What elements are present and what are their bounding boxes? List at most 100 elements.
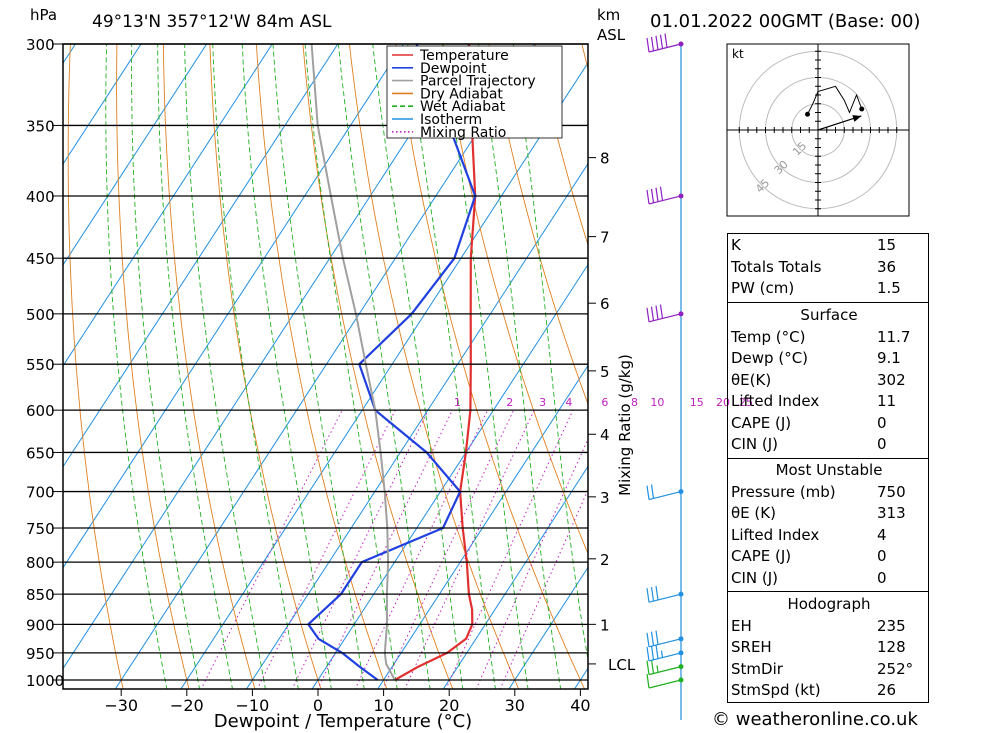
table-row: Dewp (°C) 9.1 — [731, 349, 901, 367]
index-value: 36 — [877, 257, 897, 276]
wind-barb-feather — [650, 36, 655, 51]
index-label: K — [731, 236, 741, 254]
mixing-ratio-line — [382, 409, 515, 689]
pressure-tick-label: 900 — [26, 616, 55, 634]
isotherm-line — [508, 566, 588, 689]
legend-label: Parcel Trajectory — [420, 74, 536, 90]
background-lines — [63, 44, 588, 689]
mixing-ratio-label: 8 — [631, 396, 638, 409]
dry-adiabat-line — [162, 44, 256, 689]
pressure-tick-label: 550 — [26, 356, 55, 374]
pressure-tick-label: 800 — [26, 554, 55, 572]
dry-adiabat-line — [209, 44, 322, 689]
isotherm-line — [63, 44, 142, 165]
wind-barb-feather — [659, 34, 664, 49]
wind-barb-half-feather — [656, 665, 659, 673]
dry-adiabat-line — [302, 44, 454, 689]
wind-barb-feather — [650, 645, 655, 660]
table-row: θE (K) 313 — [731, 504, 906, 522]
dry-adiabat-line — [116, 44, 190, 689]
wet-adiabat-line — [407, 44, 496, 689]
dry-adiabat-line — [488, 44, 588, 406]
wind-barb-feather — [650, 659, 655, 674]
isotherm-line — [442, 465, 588, 689]
index-value: 15 — [877, 236, 897, 254]
index-label: PW (cm) — [731, 279, 795, 297]
wet-adiabat-line — [105, 44, 168, 689]
mixing-ratio-line — [354, 409, 489, 689]
wind-barb-feather — [664, 33, 668, 48]
isotherm-line — [311, 263, 588, 689]
wet-adiabat-line — [478, 44, 562, 689]
indices-table: K 15 Totals Totals 36 PW (cm) 1.5 — [727, 235, 931, 300]
most-unstable-table: Most Unstable Pressure (mb) 750 θE (K) 313… — [727, 460, 931, 589]
wind-barb-feather — [655, 585, 659, 601]
copyright-link[interactable]: © weatheronline.co.uk — [712, 709, 918, 730]
wind-barb-feather — [655, 305, 659, 320]
km-tick-label: 1 — [600, 616, 610, 634]
table-row: CAPE (J) 0 — [731, 413, 887, 432]
storm-motion-arrowhead — [852, 115, 862, 122]
table-row: Lifted Index 4 — [731, 525, 887, 544]
wind-barb — [646, 673, 684, 689]
table-row: EH 235 — [731, 616, 906, 635]
dry-adiabat-line — [395, 44, 586, 689]
wind-barb-feather — [650, 484, 655, 499]
legend-label: Dry Adiabat — [420, 86, 503, 102]
dry-adiabat-line — [534, 44, 588, 247]
wind-barb-feather — [646, 660, 650, 675]
mixing-ratio-label: 20 — [716, 396, 730, 409]
wind-barb-staff — [648, 195, 682, 205]
wet-adiabat-line — [372, 44, 464, 689]
table-row: Lifted Index 11 — [731, 392, 897, 410]
table-row: CIN (J) 0 — [731, 568, 887, 587]
wind-barb-feather — [646, 485, 650, 500]
wet-adiabat-line — [304, 44, 398, 689]
surface-title: Surface — [800, 306, 858, 324]
km-tick-label: 8 — [600, 150, 610, 168]
wind-barb — [646, 659, 684, 676]
legend-label: Dewpoint — [420, 61, 487, 77]
x-tick-label: −20 — [170, 696, 204, 715]
mixing-ratio-label: 6 — [601, 396, 608, 409]
x-tick-label: 30 — [505, 696, 525, 715]
wind-barb-staff — [648, 652, 682, 662]
wind-barb — [646, 33, 684, 53]
table-row: CAPE (J) 0 — [731, 547, 887, 565]
wind-barb-staff — [648, 638, 682, 648]
wind-barb — [646, 644, 684, 662]
mixing-ratio-label: 25 — [739, 396, 753, 409]
wind-barb-feather — [655, 644, 659, 659]
mixing-ratio-label: 4 — [565, 396, 572, 409]
mixing-ratio-label: 2 — [506, 396, 513, 409]
isotherm-line — [63, 44, 405, 569]
index-value: 1.5 — [877, 279, 901, 297]
table-row: CIN (J) 0 — [731, 435, 887, 453]
pressure-tick-label: 600 — [26, 402, 55, 420]
x-tick-label: 0 — [313, 696, 323, 715]
wind-barb — [646, 484, 684, 501]
hpa-label: hPa — [30, 6, 57, 24]
wind-barb — [646, 304, 684, 323]
isotherm-line — [63, 44, 208, 266]
isotherm-line — [377, 364, 588, 689]
table-row: Pressure (mb) 750 — [731, 482, 906, 501]
mixing-ratio-line — [404, 409, 535, 689]
pressure-tick-label: 750 — [26, 520, 55, 538]
wind-barb-feather — [646, 307, 650, 322]
table-row: θE(K) 302 — [731, 370, 906, 389]
pressure-tick-label: 700 — [26, 484, 55, 502]
wind-barb-feather — [646, 632, 650, 647]
table-row: SREH 128 — [731, 638, 906, 656]
wet-adiabat-line — [272, 44, 365, 689]
mixing-ratio-line — [445, 409, 574, 689]
hodograph-trace — [807, 85, 863, 115]
asl-label: ASL — [597, 26, 626, 44]
wet-adiabat-line — [512, 44, 588, 663]
wet-adiabat-line — [337, 44, 431, 689]
wind-barb-staff — [648, 679, 682, 689]
km-tick-label: 3 — [600, 489, 610, 507]
isotherm-line — [63, 44, 339, 468]
wind-barb-feather — [659, 186, 664, 201]
wind-barb-feather — [646, 189, 650, 205]
